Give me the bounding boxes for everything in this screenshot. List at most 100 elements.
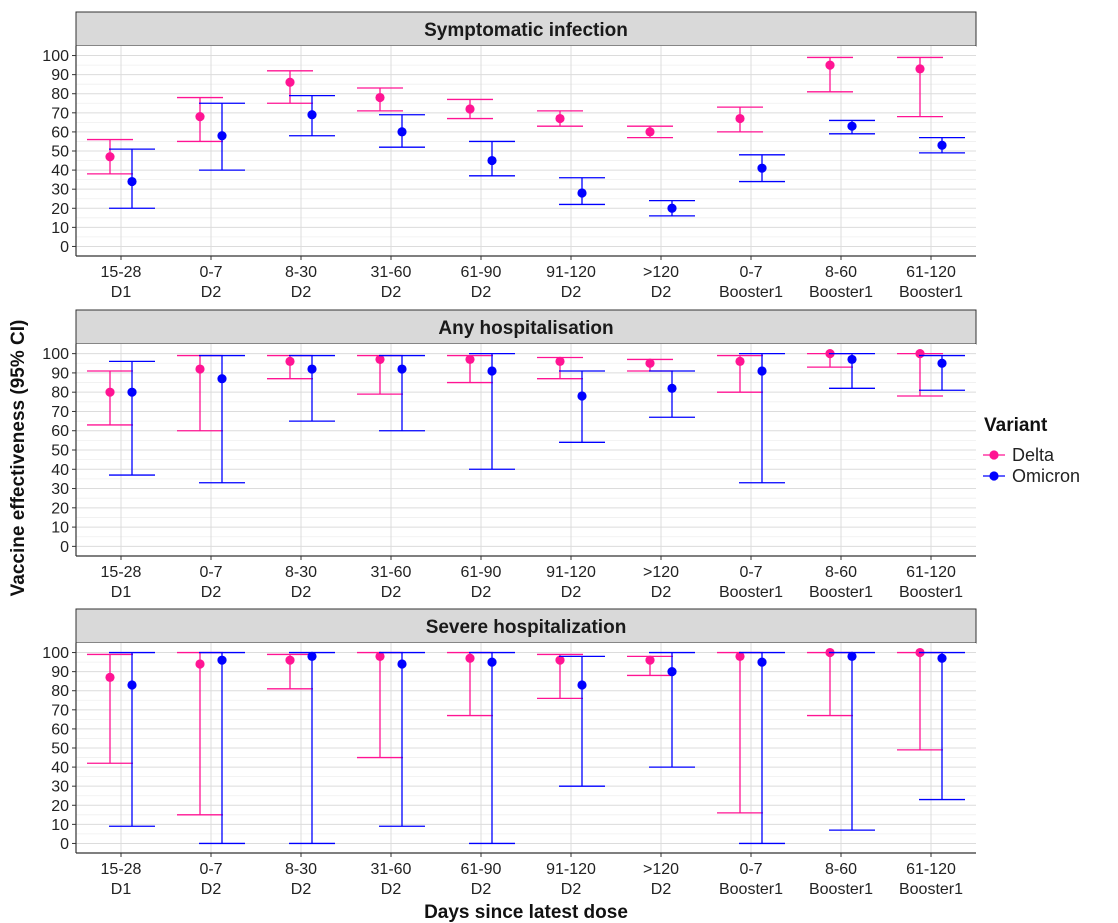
panel-3: Severe hospitalization 0 10 20 30 40 50 60 70 80 9… bbox=[42, 608, 977, 898]
x-tick-label-days: 8-60 bbox=[825, 564, 857, 581]
x-tick-label-dose: Booster1 bbox=[719, 881, 783, 898]
x-tick-label-days: >120 bbox=[643, 264, 679, 281]
x-tick-label-days: 0-7 bbox=[199, 564, 222, 581]
data-point bbox=[847, 121, 857, 131]
x-tick-label-dose: D1 bbox=[111, 584, 132, 601]
data-point bbox=[667, 203, 677, 213]
data-point bbox=[937, 140, 947, 150]
data-point bbox=[915, 349, 925, 359]
data-point bbox=[195, 659, 205, 669]
x-tick-label-dose: D2 bbox=[471, 881, 492, 898]
data-point bbox=[375, 92, 385, 103]
panel-title: Any hospitalisation bbox=[438, 318, 613, 339]
y-tick-label: 70 bbox=[51, 105, 69, 122]
data-point bbox=[577, 680, 587, 690]
panel-strip bbox=[75, 608, 977, 644]
data-point bbox=[937, 358, 947, 368]
x-tick-label-days: 15-28 bbox=[101, 861, 142, 878]
x-tick-label-days: 61-120 bbox=[906, 264, 956, 281]
panel-title: Severe hospitalization bbox=[426, 617, 627, 638]
data-point bbox=[757, 657, 767, 667]
x-tick-label-dose: D2 bbox=[291, 584, 312, 601]
x-tick-label-days: 0-7 bbox=[739, 564, 762, 581]
data-point bbox=[735, 651, 745, 661]
y-tick-label: 0 bbox=[60, 239, 69, 256]
x-tick-label-dose: D1 bbox=[111, 881, 132, 898]
x-tick-label-dose: Booster1 bbox=[899, 584, 963, 601]
data-point bbox=[667, 383, 677, 393]
y-tick-label: 100 bbox=[42, 48, 69, 65]
x-tick-label-days: 0-7 bbox=[739, 861, 762, 878]
data-point bbox=[487, 155, 497, 166]
x-tick-label-dose: D2 bbox=[381, 584, 402, 601]
data-point bbox=[285, 77, 295, 87]
x-tick-label-dose: Booster1 bbox=[719, 584, 783, 601]
panel-strip bbox=[75, 309, 977, 345]
y-tick-label: 90 bbox=[51, 664, 69, 681]
x-tick-label-dose: D2 bbox=[201, 284, 222, 301]
data-point bbox=[757, 163, 767, 173]
y-tick-label: 70 bbox=[51, 702, 69, 719]
data-point bbox=[645, 655, 655, 665]
x-tick-label-dose: Booster1 bbox=[719, 284, 783, 301]
panel-strip bbox=[75, 11, 977, 47]
x-tick-label-days: 0-7 bbox=[199, 861, 222, 878]
data-point bbox=[307, 651, 317, 661]
chart-panels: Symptomatic infection 0 10 20 30 40 50 60 70 80 90… bbox=[42, 11, 977, 898]
y-tick-label: 80 bbox=[51, 385, 69, 402]
data-point bbox=[847, 354, 857, 365]
x-tick-label-days: 8-30 bbox=[285, 564, 317, 581]
x-tick-label-days: 61-120 bbox=[906, 564, 956, 581]
panel-title: Symptomatic infection bbox=[424, 20, 628, 41]
x-tick-label-dose: D2 bbox=[471, 584, 492, 601]
data-point bbox=[105, 152, 115, 162]
y-tick-label: 0 bbox=[60, 836, 69, 853]
y-tick-label: 90 bbox=[51, 67, 69, 84]
data-point bbox=[217, 655, 227, 665]
x-tick-label-days: 91-120 bbox=[546, 264, 596, 281]
series-delta bbox=[87, 56, 943, 175]
data-point bbox=[375, 651, 385, 661]
data-point bbox=[397, 364, 407, 374]
y-tick-label: 60 bbox=[51, 721, 69, 738]
data-point bbox=[577, 391, 587, 401]
y-tick-label: 70 bbox=[51, 404, 69, 421]
x-tick-label-dose: D1 bbox=[111, 284, 132, 301]
data-point bbox=[465, 354, 475, 365]
data-point bbox=[375, 354, 385, 365]
data-point bbox=[847, 651, 857, 661]
data-point bbox=[105, 387, 115, 397]
y-tick-label: 50 bbox=[51, 443, 69, 460]
x-tick-label-dose: D2 bbox=[651, 284, 672, 301]
data-point bbox=[735, 113, 745, 124]
legend-key-point bbox=[989, 450, 999, 460]
y-tick-label: 20 bbox=[51, 500, 69, 517]
x-tick-label-dose: D2 bbox=[471, 284, 492, 301]
y-tick-label: 60 bbox=[51, 423, 69, 440]
data-point bbox=[487, 366, 497, 376]
series-delta bbox=[87, 647, 943, 816]
x-tick-label-days: 8-30 bbox=[285, 861, 317, 878]
y-tick-label: 50 bbox=[51, 741, 69, 758]
x-tick-label-dose: D2 bbox=[291, 284, 312, 301]
x-tick-label-days: 15-28 bbox=[101, 264, 142, 281]
data-point bbox=[127, 176, 137, 187]
x-tick-label-dose: D2 bbox=[201, 584, 222, 601]
y-tick-label: 40 bbox=[51, 462, 69, 479]
y-tick-label: 10 bbox=[51, 520, 69, 537]
x-tick-label-days: 8-60 bbox=[825, 264, 857, 281]
y-tick-label: 20 bbox=[51, 798, 69, 815]
series-omicron bbox=[109, 352, 965, 484]
x-tick-label-days: 31-60 bbox=[371, 861, 412, 878]
data-point bbox=[307, 110, 317, 120]
y-tick-label: 40 bbox=[51, 163, 69, 180]
data-point bbox=[307, 364, 317, 374]
y-tick-label: 80 bbox=[51, 86, 69, 103]
x-tick-label-days: 91-120 bbox=[546, 564, 596, 581]
data-point bbox=[735, 356, 745, 366]
x-tick-label-days: 61-90 bbox=[461, 861, 502, 878]
x-tick-label-days: 61-120 bbox=[906, 861, 956, 878]
data-point bbox=[217, 374, 227, 384]
